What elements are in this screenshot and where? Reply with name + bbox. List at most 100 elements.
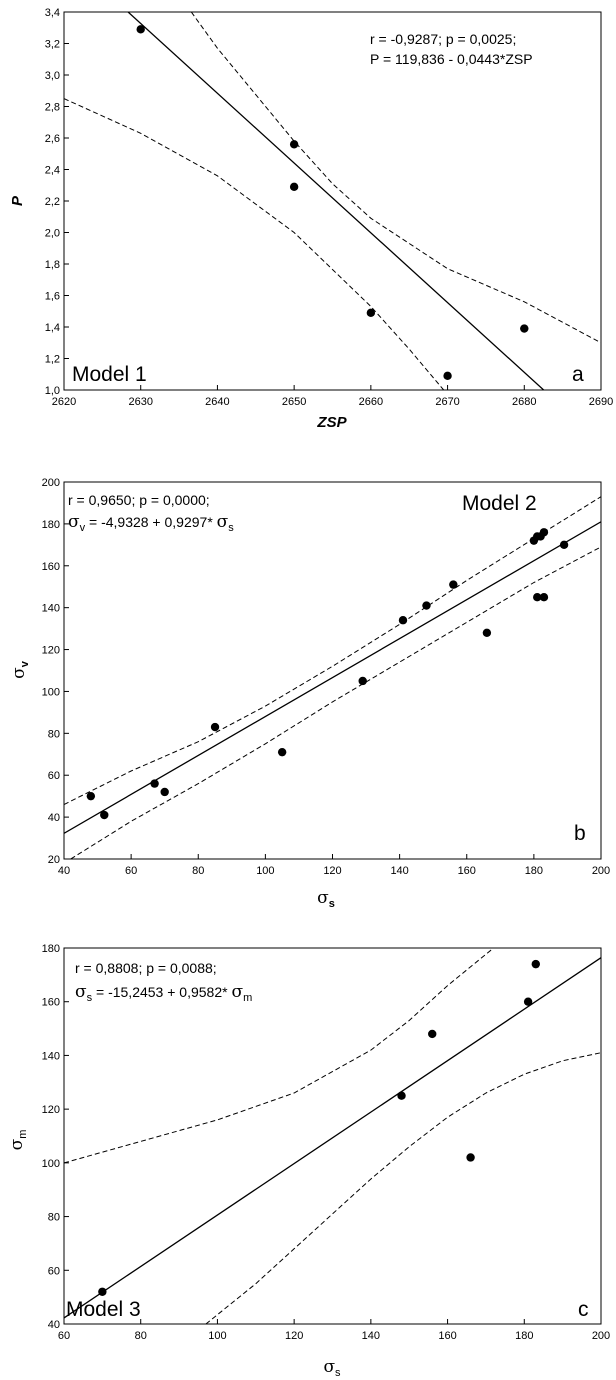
panel-a-data-point [520, 324, 529, 333]
panel-b-model-label: Model 2 [462, 492, 537, 515]
panel-a-x-axis-label: ZSP [316, 414, 347, 431]
panel-c-y-tick-label: 60 [48, 1265, 60, 1277]
panel-c-x-tick-label: 160 [438, 1330, 456, 1342]
panel-b-stats-line: r = 0,9650; p = 0,0000; [68, 492, 210, 508]
panel-c-x-tick-label: 200 [592, 1330, 610, 1342]
panel-a-data-point [289, 140, 299, 149]
panel-b-y-tick-label: 20 [48, 854, 60, 866]
panel-c-y-tick-label: 180 [42, 943, 60, 955]
panel-b-fit-line [64, 521, 601, 834]
panel-a-stats-line: r = -0,9287; p = 0,0025; [370, 31, 516, 47]
panel-b-data-point [482, 628, 492, 637]
panel-c-data-point [466, 1153, 475, 1162]
panel-a-data-point [366, 308, 376, 318]
panel-b-upper-confidence-line [64, 496, 601, 805]
panel-b-data-point [398, 616, 408, 625]
panel-c-fit-line [64, 957, 601, 1319]
panel-c-model-label: Model 3 [66, 1298, 141, 1321]
panel-a-y-tick-label: 1,0 [45, 385, 60, 397]
panel-a-x-tick-label: 2680 [512, 396, 536, 408]
panel-a-fit-line [127, 12, 545, 390]
panel-b-frame [63, 481, 602, 860]
panel-c-y-tick-label: 120 [42, 1104, 60, 1116]
panel-c-x-axis-label: σs [323, 1357, 341, 1379]
panel-a-x-tick-label: 2690 [589, 396, 613, 408]
panel-c-upper-confidence-line [64, 948, 494, 1164]
panel-a-y-tick-label: 3,2 [45, 39, 60, 51]
panel-c-fit-group [64, 948, 601, 1324]
panel-c-equation-line: σs = -15,2453 + 0,9582* σm [75, 982, 252, 1004]
panel-a-y-tick-label: 1,2 [45, 354, 60, 366]
panel-b-data-point [422, 601, 431, 610]
panel-a-lower-confidence-line [64, 98, 445, 390]
panel-b-data-point [160, 787, 169, 797]
panel-c-y-tick-label: 40 [48, 1319, 60, 1331]
panel-c-y-tick-label: 160 [42, 997, 60, 1009]
panel-a-data-point [289, 182, 299, 192]
panel-b-x-tick-label: 80 [192, 865, 204, 877]
panel-b-y-tick-label: 40 [48, 812, 60, 824]
panel-a-data-point [443, 371, 452, 381]
panel-c-lower-confidence-line [205, 1052, 601, 1324]
panel-a-x-tick-label: 2670 [435, 396, 459, 408]
panel-a-equation-line: P = 119,836 - 0,0443*ZSP [370, 51, 533, 67]
panel-a-x-tick-label: 2660 [359, 396, 383, 408]
panel-c-x-tick-label: 100 [208, 1330, 226, 1342]
panel-b-y-tick-label: 60 [48, 770, 60, 782]
panel-b-x-tick-label: 100 [256, 865, 274, 877]
panel-b-y-tick-label: 160 [42, 561, 60, 573]
panel-b-fit-group [64, 496, 601, 859]
panel-a-y-tick-label: 2,4 [45, 165, 60, 177]
panel-c-y-tick-label: 100 [42, 1158, 60, 1170]
panel-c-x-tick-label: 180 [515, 1330, 533, 1342]
panel-a-y-tick-label: 2,0 [45, 228, 60, 240]
panel-a-frame [63, 11, 602, 391]
panel-a-y-axis-label: P [9, 195, 26, 206]
panel-c-x-tick-label: 120 [285, 1330, 303, 1342]
panel-b-data-point [100, 810, 109, 820]
panel-a-y-tick-label: 2,2 [45, 196, 60, 208]
panel-a-x-tick-label: 2630 [128, 396, 152, 408]
panel-c-y-tick-label: 140 [42, 1050, 60, 1062]
panel-a-y-tick-label: 1,4 [45, 322, 60, 334]
panel-b-points [86, 528, 569, 820]
panel-b-data-point [150, 779, 159, 788]
panel-c-x-tick-label: 140 [362, 1330, 380, 1342]
panel-b-data-point [539, 592, 549, 602]
panel-a-model-label: Model 1 [72, 363, 147, 386]
panel-b-x-axis-label: σs [317, 888, 335, 910]
panel-c-stats-line: r = 0,8808; p = 0,0088; [75, 960, 217, 976]
panel-b-x-tick-label: 140 [390, 865, 408, 877]
panel-b-data-point [539, 528, 549, 537]
panel-c-x-tick-label: 60 [58, 1330, 70, 1342]
panel-b-equation-line: σv = -4,9328 + 0,9297* σs [68, 512, 234, 534]
panel-a-fit-group [64, 12, 601, 390]
panel-b-letter: b [574, 822, 586, 845]
panel-a-y-tick-label: 1,6 [45, 291, 60, 303]
panel-a-x-tick-label: 2640 [205, 396, 229, 408]
panel-a-y-tick-label: 2,8 [45, 102, 60, 114]
panel-c-data-point [531, 959, 540, 969]
panel-b-data-point [449, 580, 458, 589]
panel-c-data-point [397, 1091, 406, 1100]
panel-b-y-tick-label: 140 [42, 603, 60, 615]
panel-b-x-tick-label: 160 [458, 865, 476, 877]
panel-c-points [98, 959, 540, 1296]
panel-b-data-point [559, 540, 569, 550]
panel-a-upper-confidence-line [190, 12, 601, 344]
panel-b-x-tick-label: 180 [525, 865, 543, 877]
panel-b-y-axis-label: σv [9, 660, 31, 679]
panel-a-x-tick-label: 2620 [52, 396, 76, 408]
panel-b-y-tick-label: 100 [42, 686, 60, 698]
panel-b-data-point [86, 791, 96, 801]
panel-b-x-tick-label: 40 [58, 865, 70, 877]
panel-c-x-tick-label: 80 [135, 1330, 147, 1342]
panel-a-x-tick-label: 2650 [282, 396, 306, 408]
panel-c-data-point [98, 1287, 107, 1296]
panel-b-y-tick-label: 180 [42, 519, 60, 531]
panel-b-x-tick-label: 200 [592, 865, 610, 877]
panel-a-ticks: 2620 2630 2640 2650 2660 2670 2680 2690 1,0 1,2 1,… [45, 7, 614, 408]
panel-c-chart: 60 80 100 120 140 160 180 200406080100120140160… [7, 943, 610, 1379]
panel-c-y-axis-label: σm [7, 1130, 29, 1151]
